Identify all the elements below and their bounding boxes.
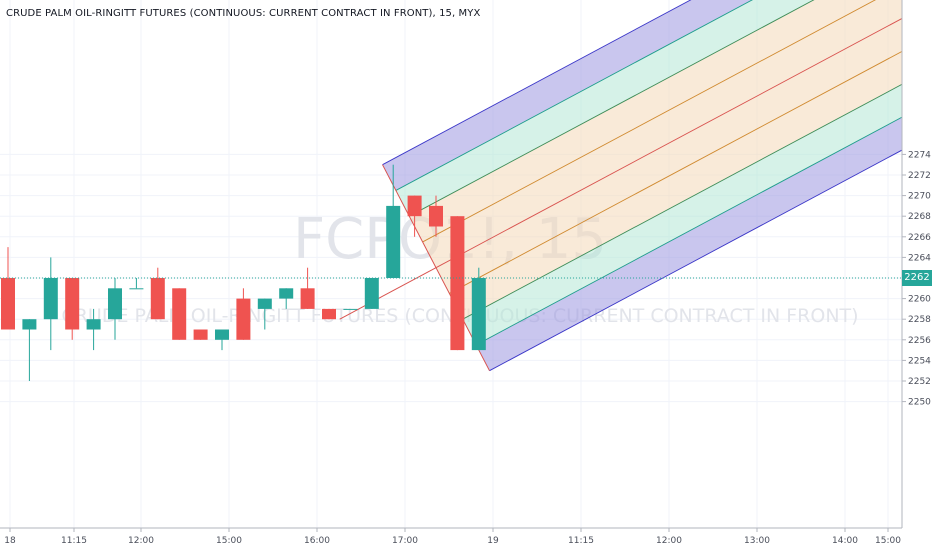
candle-body (108, 288, 122, 320)
candle-body (407, 195, 422, 217)
pitchfork-band (449, 35, 932, 320)
pitchfork-band (382, 0, 752, 191)
chart-title: CRUDE PALM OIL-RINGITT FUTURES (CONTINUO… (6, 8, 481, 19)
pitchfork-band (476, 101, 932, 371)
time-tick-label: 12:00 (128, 536, 154, 546)
last-price-label: 2262 (902, 270, 932, 286)
time-tick-label: 15:00 (875, 536, 901, 546)
price-tick-label: 2264 (908, 253, 931, 263)
price-tick-label: 2268 (908, 212, 931, 222)
candle-body (364, 278, 379, 309)
pitchfork-band (395, 0, 814, 217)
time-tick-label: 19 (487, 536, 499, 546)
candle-body (22, 319, 37, 330)
time-tick-label: 14:00 (832, 536, 858, 546)
candle-body (86, 319, 101, 330)
time-tick-label: 13:00 (744, 536, 770, 546)
price-tick-label: 2256 (908, 336, 931, 346)
pitchfork-band (422, 0, 932, 268)
candle-body (257, 298, 272, 309)
candle-body (322, 308, 336, 320)
candle-body (236, 298, 251, 340)
price-tick-label: 2258 (908, 315, 931, 325)
pitchfork-handle-line (339, 267, 437, 320)
time-tick-label: 18 (4, 536, 16, 546)
price-tick-label: 2252 (908, 377, 931, 387)
price-tick-label: 2274 (908, 150, 931, 160)
candle-body (65, 278, 80, 330)
price-tick-label: 2260 (908, 295, 931, 305)
candle-body (429, 205, 443, 227)
price-tick-label: 2272 (908, 171, 931, 181)
time-tick-label: 15:00 (216, 536, 242, 546)
pitchfork-band (409, 0, 876, 242)
pitchfork-band (462, 68, 932, 345)
price-tick-label: 2270 (908, 192, 931, 202)
pitchfork-drawing[interactable] (339, 0, 932, 372)
candle-body (300, 288, 315, 309)
time-axis[interactable]: 18 11:15 12:00 15:00 16:00 17:00 19 11:15 12:00 1… (0, 527, 902, 546)
time-tick-label: 17:00 (392, 536, 418, 546)
candle-body (450, 216, 465, 351)
candle-body (343, 308, 358, 310)
candlestick-series (1, 164, 486, 381)
price-tick-label: 2250 (908, 398, 931, 408)
candle-body (43, 278, 58, 320)
candle-body (150, 278, 165, 320)
price-tick-label: 2266 (908, 233, 931, 243)
time-tick-label: 16:00 (304, 536, 330, 546)
candle-body (129, 288, 144, 290)
candle-body (172, 288, 187, 340)
price-tick-label: 2254 (908, 356, 931, 366)
candle-body (1, 278, 15, 330)
candle-body (193, 329, 208, 340)
time-tick-label: 11:15 (568, 536, 594, 546)
candle-body (386, 205, 401, 278)
candle-body (471, 278, 486, 351)
candle-body (279, 288, 294, 299)
time-tick-label: 11:15 (61, 536, 87, 546)
time-tick-label: 12:00 (656, 536, 682, 546)
pitchfork-band (436, 2, 932, 294)
candle-body (215, 329, 229, 340)
